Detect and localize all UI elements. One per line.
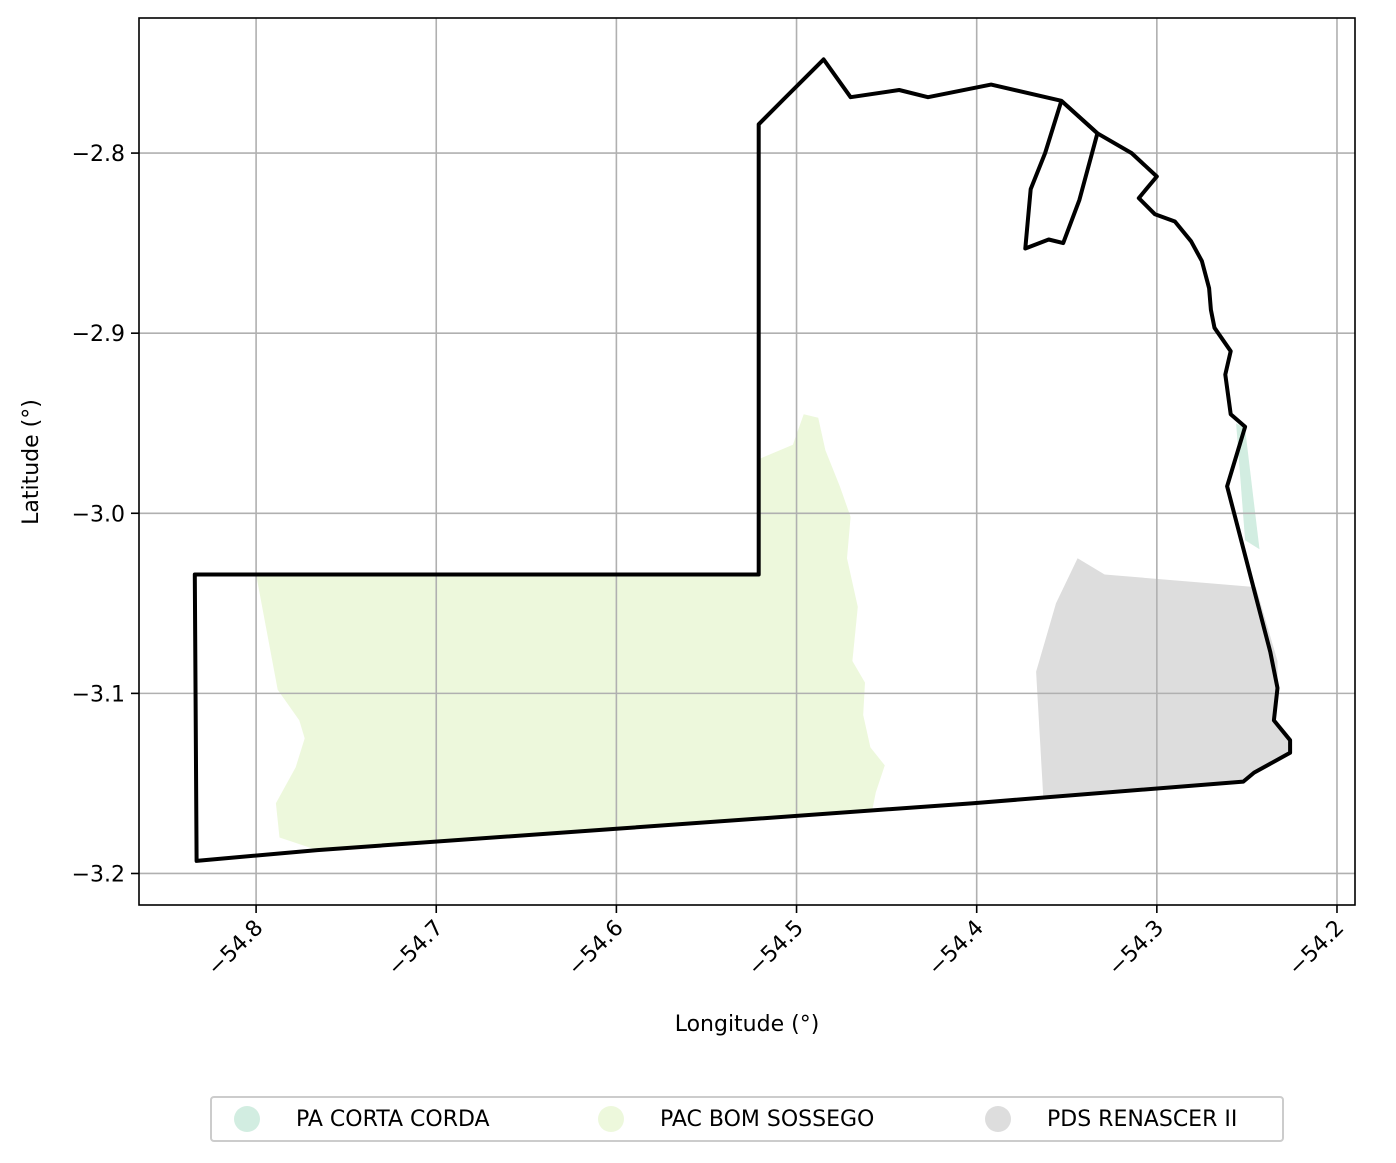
boundary-outline (192, 57, 1293, 863)
boundary-inner-strip (1023, 99, 1100, 251)
x-tick-label: −54.6 (563, 916, 628, 981)
region-pac-bom-sossego (256, 414, 885, 851)
x-tick-label: −54.8 (203, 916, 268, 981)
y-tick-label: −2.9 (72, 322, 125, 347)
legend-marker-pac-bom-sossego (598, 1106, 624, 1132)
study-area-boundary (192, 57, 1293, 863)
region-pds-renascer-ii (1036, 558, 1291, 798)
x-tick-label: −54.3 (1104, 916, 1169, 981)
legend-item-pa-corta-corda: PA CORTA CORDA (234, 1098, 490, 1140)
y-tick-label: −2.8 (72, 142, 125, 167)
x-tick-label: −54.2 (1284, 916, 1349, 981)
legend-item-pds-renascer-ii: PDS RENASCER II (985, 1098, 1237, 1140)
y-axis-ticks: −2.8 −2.9 −3.0 −3.1 −3.2 (72, 142, 139, 887)
legend-marker-pa-corta-corda (234, 1106, 260, 1132)
legend-marker-pds-renascer-ii (985, 1106, 1011, 1132)
y-axis-label: Latitude (°) (19, 399, 44, 525)
plot-frame (138, 17, 1356, 906)
x-tick-label: −54.5 (743, 916, 808, 981)
gridlines (139, 18, 1355, 905)
y-tick-label: −3.2 (72, 862, 125, 887)
legend-item-pac-bom-sossego: PAC BOM SOSSEGO (598, 1098, 874, 1140)
region-fills (256, 414, 1291, 851)
x-tick-label: −54.4 (924, 916, 989, 981)
y-tick-label: −3.0 (72, 502, 125, 527)
x-axis-label: Longitude (°) (675, 1012, 820, 1037)
y-tick-label: −3.1 (72, 682, 125, 707)
legend-label: PA CORTA CORDA (296, 1106, 490, 1132)
x-axis-ticks: −54.8 −54.7 −54.6 −54.5 −54.4 −54.3 −54.2 (203, 905, 1349, 981)
legend-label: PAC BOM SOSSEGO (660, 1106, 875, 1132)
region-pa-corta-corda (1236, 423, 1260, 550)
legend-label: PDS RENASCER II (1047, 1106, 1238, 1132)
x-tick-label: −54.7 (383, 916, 448, 981)
legend: PA CORTA CORDA PAC BOM SOSSEGO PDS RENAS… (210, 1096, 1284, 1142)
